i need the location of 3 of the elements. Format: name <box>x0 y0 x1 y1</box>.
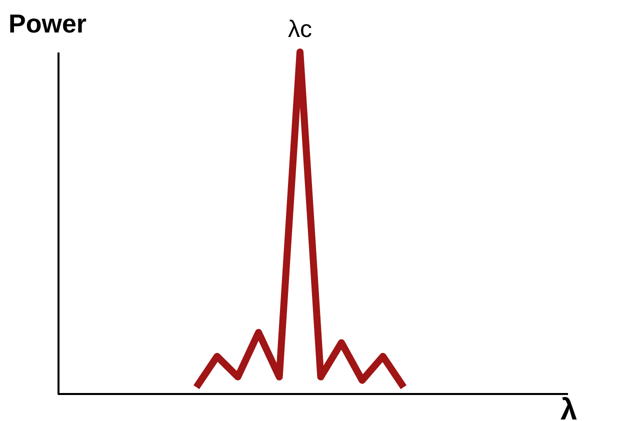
x-axis-title: λ <box>560 394 578 421</box>
y-axis-title: Power <box>8 8 87 38</box>
text: λc <box>288 16 312 43</box>
